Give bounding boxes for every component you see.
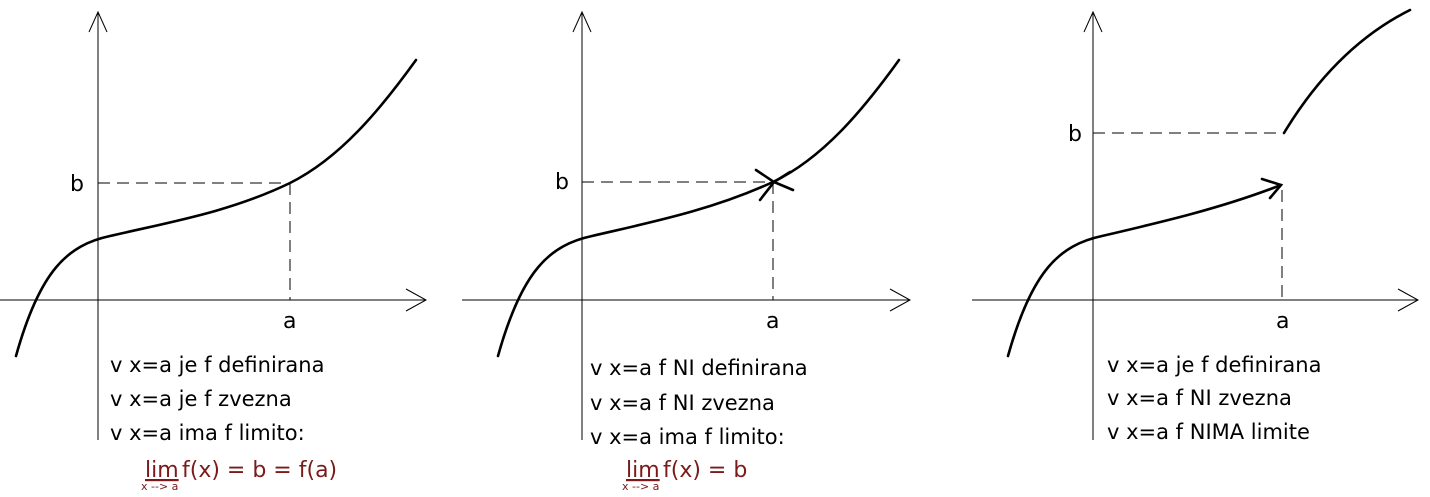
right-curve (1282, 8, 1412, 135)
panel-continuous: b a v x=a je f definirana v x=a je f zve… (0, 10, 428, 493)
limit-subscript: x --> a (622, 480, 659, 493)
hole-marker (754, 168, 795, 202)
b-label: b (1068, 122, 1082, 147)
statement-has-limit: v x=a ima f limito: (110, 421, 305, 445)
statement-continuous: v x=a f NI zvezna (590, 391, 775, 415)
limit-lim: lim (626, 458, 660, 483)
y-axis-arrowhead (88, 10, 108, 33)
limit-expression: f(x) = b = f(a) (182, 458, 337, 483)
a-label: a (766, 309, 779, 334)
function-curve (14, 58, 418, 358)
statement-continuous: v x=a je f zvezna (110, 387, 292, 411)
panel-removable-discontinuity: b a v x=a f NI definirana v x=a f NI zve… (462, 10, 912, 493)
x-axis-arrowhead (1397, 288, 1420, 312)
statement-defined: v x=a je f definirana (110, 353, 324, 377)
x-axis-arrowhead (889, 288, 912, 312)
limit-lim: lim (145, 458, 179, 483)
left-curve-arrowhead (1260, 177, 1284, 200)
y-axis-arrowhead (572, 10, 592, 33)
statement-not-continuous: v x=a f NI zvezna (1107, 386, 1292, 410)
b-label: b (70, 172, 84, 197)
statement-defined: v x=a f NI definirana (590, 356, 808, 380)
statement-defined: v x=a je f definirana (1107, 353, 1321, 377)
left-curve (1006, 183, 1283, 358)
a-label: a (1276, 309, 1289, 334)
x-axis-arrowhead (405, 288, 428, 312)
limit-expression: f(x) = b (663, 458, 747, 483)
y-axis-arrowhead (1083, 10, 1103, 33)
a-label: a (283, 309, 296, 334)
statement-has-limit: v x=a ima f limito: (590, 425, 785, 449)
b-label: b (555, 170, 569, 195)
limit-subscript: x --> a (141, 480, 178, 493)
function-curve (496, 58, 901, 358)
statement-no-limit: v x=a f NIMA limite (1107, 420, 1310, 444)
panel-jump-discontinuity: b a v x=a je f definirana v x=a f NI zve… (972, 8, 1420, 444)
